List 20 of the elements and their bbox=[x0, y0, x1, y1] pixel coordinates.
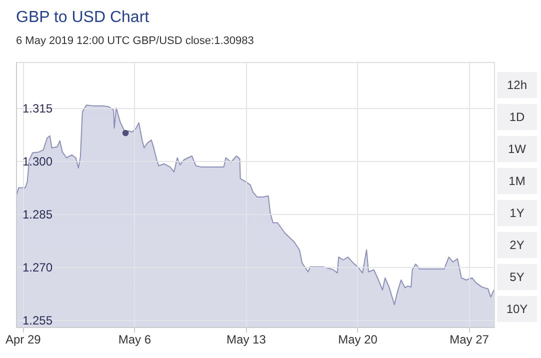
text: 12h bbox=[497, 72, 537, 98]
x-tick-label: May 13 bbox=[226, 332, 266, 346]
y-tick-label: 1.300 bbox=[22, 154, 53, 168]
text: 5Y bbox=[497, 264, 537, 290]
x-tick-label: May 20 bbox=[338, 332, 378, 346]
x-tick-label: May 27 bbox=[450, 332, 490, 346]
y-tick-label: 1.315 bbox=[22, 101, 53, 116]
text: 1Y bbox=[497, 200, 537, 226]
y-tick-label: 1.255 bbox=[22, 313, 53, 328]
text: 10Y bbox=[497, 296, 537, 322]
y-tick-label: 1.270 bbox=[22, 260, 53, 274]
text: 1M bbox=[497, 168, 537, 194]
text: 1D bbox=[497, 104, 537, 130]
text: 1W bbox=[497, 136, 537, 162]
y-tick-label: 1.285 bbox=[22, 207, 53, 222]
chart-title: GBP to USD Chart bbox=[16, 9, 150, 26]
x-tick-label: May 6 bbox=[118, 332, 152, 346]
x-tick-label: Apr 29 bbox=[5, 332, 42, 346]
text: 2Y bbox=[497, 232, 537, 258]
chart-subtitle: 6 May 2019 12:00 UTC GBP/USD close:1.30983 bbox=[16, 35, 254, 47]
